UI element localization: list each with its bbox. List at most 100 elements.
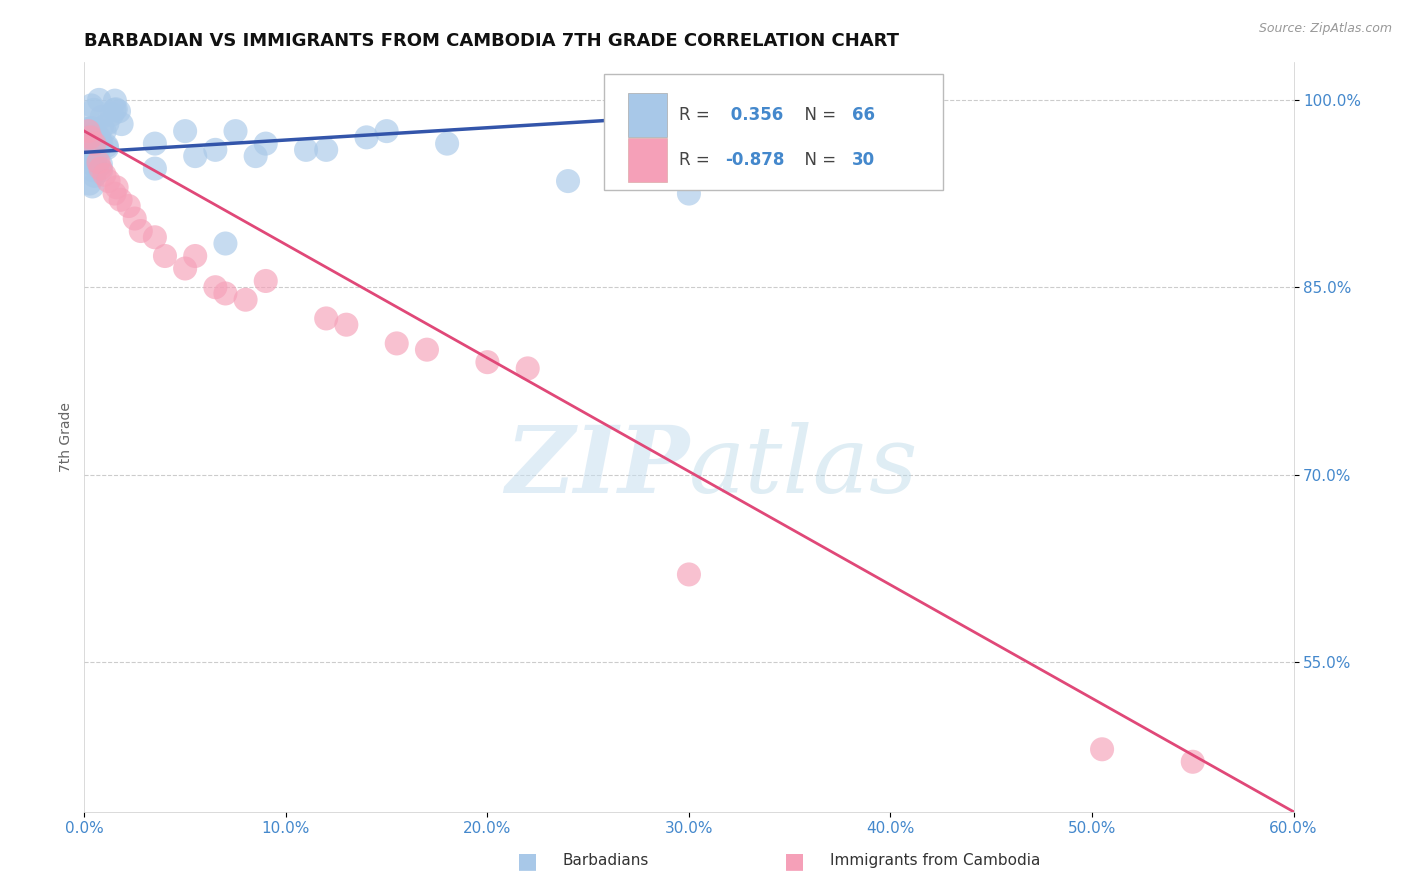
Y-axis label: 7th Grade: 7th Grade xyxy=(59,402,73,472)
Text: -0.878: -0.878 xyxy=(725,151,785,169)
Point xyxy=(184,249,207,263)
Point xyxy=(80,98,103,112)
Point xyxy=(91,120,114,134)
Text: Source: ZipAtlas.com: Source: ZipAtlas.com xyxy=(1258,22,1392,36)
Point xyxy=(97,174,120,188)
Point xyxy=(105,180,128,194)
Point xyxy=(678,567,700,582)
Point xyxy=(84,152,107,166)
Point xyxy=(1091,742,1114,756)
Point xyxy=(90,157,112,171)
Text: N =: N = xyxy=(794,151,842,169)
Point xyxy=(110,193,132,207)
Point xyxy=(79,134,101,148)
Text: ZIP: ZIP xyxy=(505,422,689,512)
Point xyxy=(77,147,100,161)
Point xyxy=(129,224,152,238)
Point xyxy=(89,141,111,155)
Point xyxy=(214,236,236,251)
Point xyxy=(86,145,108,159)
FancyBboxPatch shape xyxy=(628,93,668,137)
Point xyxy=(79,121,101,136)
Point xyxy=(104,186,127,201)
Point xyxy=(83,169,105,183)
Point xyxy=(254,136,277,151)
Point xyxy=(335,318,357,332)
Point xyxy=(80,156,103,170)
Point xyxy=(90,139,112,153)
Point xyxy=(295,143,318,157)
Point xyxy=(96,116,118,130)
Point xyxy=(174,261,197,276)
Point xyxy=(87,144,110,158)
Point xyxy=(356,130,378,145)
Point xyxy=(104,94,127,108)
Point xyxy=(84,125,107,139)
Point xyxy=(73,139,96,153)
Point xyxy=(82,121,104,136)
Point xyxy=(477,355,499,369)
Point xyxy=(89,131,111,145)
Point xyxy=(254,274,277,288)
Point xyxy=(84,137,107,152)
Point xyxy=(84,160,107,174)
Point xyxy=(80,145,103,160)
Point xyxy=(678,186,700,201)
Point xyxy=(315,143,337,157)
Point xyxy=(104,102,127,116)
Point xyxy=(96,138,118,153)
Point xyxy=(214,286,236,301)
Point xyxy=(90,136,112,151)
FancyBboxPatch shape xyxy=(605,74,943,190)
Point xyxy=(436,136,458,151)
Point xyxy=(225,124,247,138)
Point xyxy=(83,136,105,151)
Point xyxy=(83,144,105,158)
Point xyxy=(235,293,257,307)
Point xyxy=(153,249,176,263)
Text: 0.356: 0.356 xyxy=(725,106,783,124)
Text: atlas: atlas xyxy=(689,422,918,512)
Point xyxy=(1181,755,1204,769)
Point xyxy=(84,143,107,157)
Point xyxy=(93,124,115,138)
Point xyxy=(516,361,538,376)
Point xyxy=(87,93,110,107)
Point xyxy=(143,230,166,244)
Point xyxy=(79,129,101,144)
Point xyxy=(315,311,337,326)
Point xyxy=(77,144,100,158)
Point xyxy=(204,280,226,294)
Point xyxy=(118,199,141,213)
Point xyxy=(110,117,132,131)
Point xyxy=(103,103,125,117)
Point xyxy=(96,141,118,155)
Text: R =: R = xyxy=(679,151,716,169)
Point xyxy=(204,143,226,157)
Text: BARBADIAN VS IMMIGRANTS FROM CAMBODIA 7TH GRADE CORRELATION CHART: BARBADIAN VS IMMIGRANTS FROM CAMBODIA 7T… xyxy=(84,32,900,50)
Point xyxy=(80,141,103,155)
Point xyxy=(79,130,101,145)
Point xyxy=(77,124,100,138)
Point xyxy=(75,122,97,136)
Point xyxy=(108,104,131,119)
Point xyxy=(174,124,197,138)
Point xyxy=(90,163,112,178)
Point xyxy=(143,161,166,176)
Point xyxy=(184,149,207,163)
Text: 30: 30 xyxy=(852,151,876,169)
Point xyxy=(89,161,111,176)
Point xyxy=(77,131,100,145)
Point xyxy=(82,179,104,194)
Point xyxy=(375,124,398,138)
Point xyxy=(83,134,105,148)
Text: Immigrants from Cambodia: Immigrants from Cambodia xyxy=(830,854,1040,868)
Point xyxy=(124,211,146,226)
Text: Barbadians: Barbadians xyxy=(562,854,648,868)
Point xyxy=(87,155,110,169)
Point xyxy=(93,168,115,182)
Text: 66: 66 xyxy=(852,106,875,124)
Text: R =: R = xyxy=(679,106,716,124)
Point xyxy=(79,177,101,191)
Text: N =: N = xyxy=(794,106,842,124)
